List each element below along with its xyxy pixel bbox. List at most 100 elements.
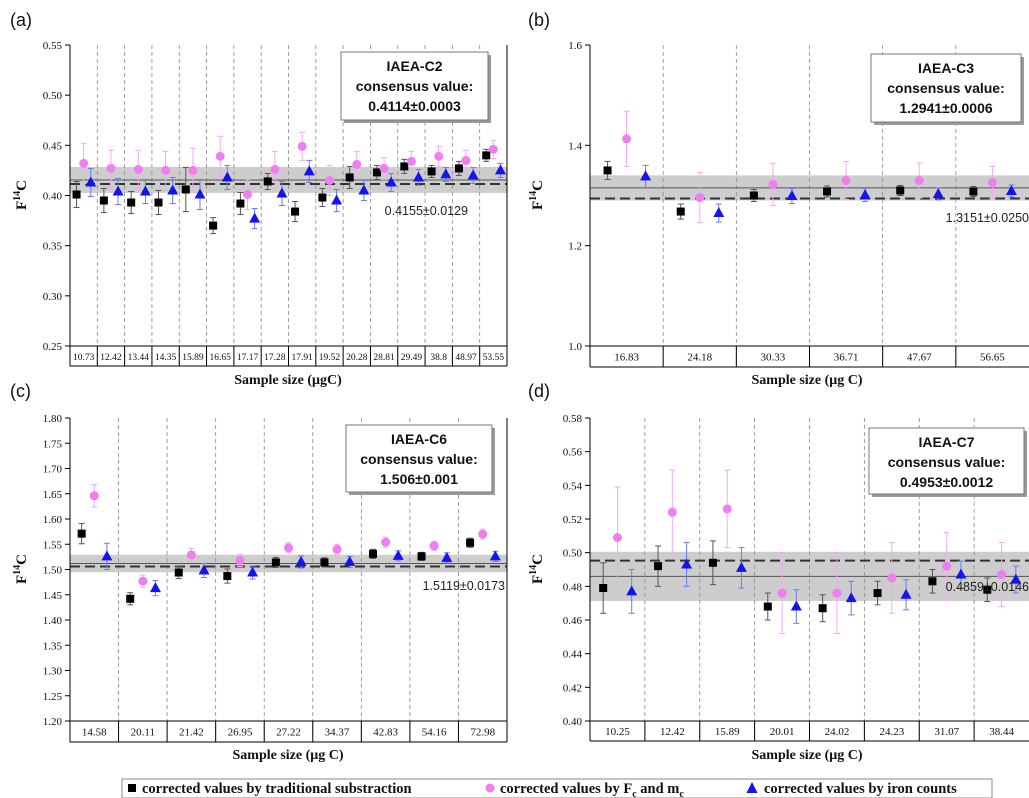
data-point-square — [983, 585, 992, 594]
category-label: 10.73 — [73, 353, 95, 363]
data-point-circle — [914, 175, 924, 185]
data-point-triangle — [494, 164, 506, 175]
data-point-square — [599, 584, 608, 593]
data-point-square — [466, 538, 475, 547]
consensus-box: IAEA-C7 consensus value: 0.4953±0.0012 — [868, 427, 1027, 497]
legend: corrected values by traditional substrac… — [121, 778, 993, 798]
data-point-triangle — [85, 176, 97, 187]
data-point-triangle — [385, 176, 397, 187]
data-point-square — [676, 207, 685, 216]
y-axis-label: F14C — [528, 554, 546, 584]
data-point-square — [969, 187, 978, 196]
y-tick-label: 0.50 — [563, 548, 583, 560]
panel-a: 10.73 12.42 13.44 14.35 15.89 16.65 17.17 17.28… — [10, 10, 508, 388]
data-point-circle — [461, 155, 471, 165]
y-axis-label: F14C — [12, 180, 30, 210]
data-point-circle — [722, 504, 732, 514]
category-label: 12.42 — [660, 726, 685, 738]
box-subtitle: consensus value: — [887, 80, 1005, 96]
mean-value-label: 1.5119±0.0173 — [423, 579, 505, 593]
data-point-circle — [188, 165, 198, 175]
y-axis-label-tail: C — [14, 180, 30, 191]
data-point-circle — [270, 164, 280, 174]
data-point-triangle — [681, 558, 693, 569]
box-subtitle: consensus value: — [888, 454, 1006, 470]
data-point-square — [400, 162, 409, 171]
category-label: 53.55 — [483, 353, 505, 363]
data-point-circle — [777, 588, 787, 598]
data-point-triangle — [221, 171, 233, 182]
data-point-square — [763, 602, 772, 611]
data-point-triangle — [249, 212, 261, 223]
data-point-triangle — [1005, 184, 1017, 195]
category-label: 14.35 — [155, 353, 177, 363]
data-point-circle — [79, 158, 89, 168]
data-point-triangle — [640, 170, 652, 181]
data-point-square — [482, 151, 491, 160]
legend-triangle-icon — [746, 782, 758, 793]
data-point-square — [263, 177, 272, 186]
category-label: 47.67 — [907, 352, 932, 364]
data-point-square — [291, 207, 300, 216]
data-point-square — [320, 558, 329, 567]
y-axis-label-main: F — [530, 575, 546, 584]
y-tick-label: 0.55 — [43, 40, 63, 52]
box-title: IAEA-C7 — [918, 434, 974, 450]
y-tick-label: 1.65 — [43, 489, 63, 501]
category-label: 38.8 — [430, 353, 447, 363]
data-point-circle — [186, 550, 196, 560]
mean-value-label: 0.4859±0.0146 — [946, 580, 1029, 594]
y-axis-label-sup: 14 — [528, 191, 539, 201]
y-tick-label: 0.40 — [43, 191, 63, 203]
data-point-circle — [997, 570, 1007, 580]
y-tick-label: 0.40 — [563, 716, 583, 728]
box-frame — [868, 427, 1025, 495]
data-point-square — [417, 552, 426, 561]
category-label: 17.28 — [264, 353, 286, 363]
y-tick-label: 1.25 — [43, 691, 63, 703]
consensus-box: IAEA-C3 consensus value: 1.2941±0.0006 — [870, 53, 1024, 125]
data-point-triangle — [194, 188, 206, 199]
data-point-circle — [235, 555, 245, 565]
category-label: 15.89 — [182, 353, 204, 363]
data-point-triangle — [344, 555, 356, 566]
data-point-circle — [381, 537, 391, 547]
data-point-triangle — [441, 551, 453, 562]
box-title: IAEA-C2 — [386, 58, 442, 74]
data-point-triangle — [247, 566, 259, 577]
category-label: 54.16 — [422, 727, 447, 739]
box-frame — [870, 53, 1022, 123]
y-axis-label-sup: 14 — [12, 191, 23, 201]
category-label: 20.01 — [770, 726, 795, 738]
data-point-circle — [841, 175, 851, 185]
category-label: 38.44 — [989, 726, 1014, 738]
data-point-triangle — [413, 171, 425, 182]
data-point-triangle — [932, 187, 944, 198]
data-point-circle — [942, 561, 952, 571]
y-tick-label: 1.35 — [43, 640, 63, 652]
data-point-square — [181, 185, 190, 194]
category-label: 28.81 — [373, 353, 395, 363]
data-point-triangle — [713, 207, 725, 218]
y-axis-label-main: F — [14, 575, 30, 584]
y-tick-label: 1.55 — [43, 539, 63, 551]
data-point-triangle — [198, 564, 210, 575]
y-axis-label-main: F — [530, 201, 546, 210]
data-point-square — [823, 187, 832, 196]
legend-fc-sub: c — [632, 789, 637, 798]
x-axis-label: Sample size (μg C) — [752, 373, 863, 388]
legend-fc-main: corrected values by F — [500, 781, 632, 797]
data-point-square — [372, 168, 381, 177]
data-point-triangle — [112, 185, 124, 196]
y-tick-label: 1.45 — [43, 590, 63, 602]
data-point-square — [345, 173, 354, 182]
data-point-circle — [406, 156, 416, 166]
data-point-triangle — [167, 184, 179, 195]
category-label: 48.97 — [455, 353, 477, 363]
data-point-circle — [324, 175, 334, 185]
category-label: 21.42 — [179, 727, 204, 739]
box-subtitle: consensus value: — [360, 451, 478, 467]
legend-fc-mid: and m — [637, 781, 680, 797]
category-label: 56.65 — [980, 352, 1005, 364]
